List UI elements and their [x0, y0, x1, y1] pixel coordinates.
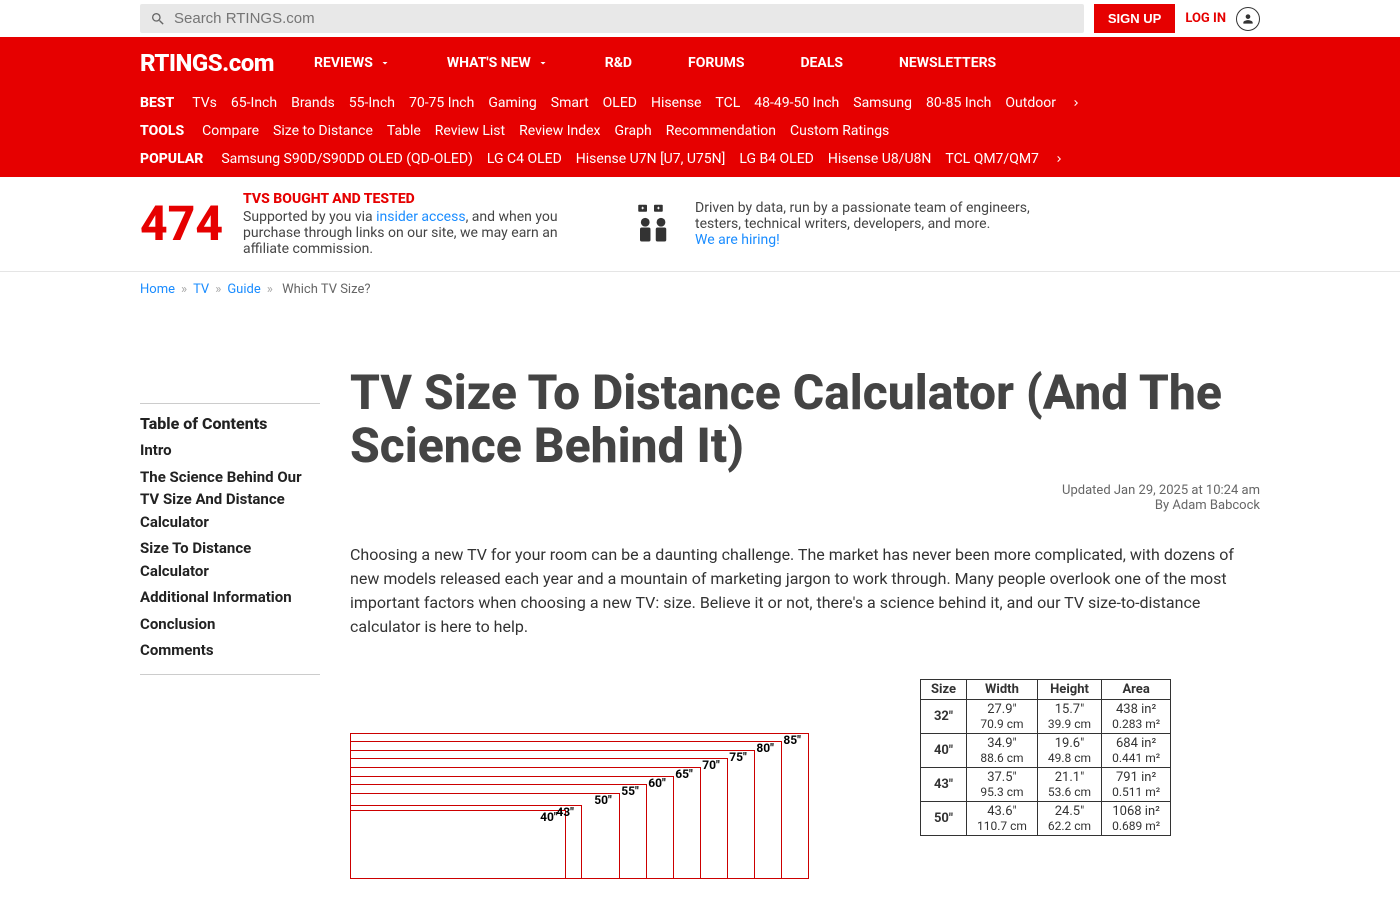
- table-row: 32"27.9"70.9 cm15.7"39.9 cm438 in²0.283 …: [921, 699, 1171, 733]
- support-text-pre: Supported by you via: [243, 209, 376, 225]
- svg-text:✦: ✦: [656, 206, 660, 212]
- best-link[interactable]: Outdoor: [1005, 95, 1056, 111]
- nav-deals[interactable]: DEALS: [800, 55, 843, 71]
- search-input[interactable]: [174, 10, 1074, 27]
- best-link[interactable]: TVs: [192, 95, 217, 111]
- best-link[interactable]: 70-75 Inch: [409, 95, 474, 111]
- table-row: 40"34.9"88.6 cm19.6"49.8 cm684 in²0.441 …: [921, 733, 1171, 767]
- team-text: Driven by data, run by a passionate team…: [695, 200, 1035, 232]
- popular-link[interactable]: Hisense U8/U8N: [828, 151, 932, 167]
- insider-access-link[interactable]: insider access: [376, 209, 465, 225]
- nav-forums[interactable]: FORUMS: [688, 55, 744, 71]
- size-rect: [350, 733, 809, 879]
- best-link[interactable]: 48-49-50 Inch: [754, 95, 839, 111]
- table-header: Area: [1102, 679, 1171, 699]
- tools-link[interactable]: Size to Distance: [273, 123, 373, 139]
- tools-link[interactable]: Recommendation: [666, 123, 776, 139]
- best-label: BEST: [140, 95, 174, 111]
- best-link[interactable]: TCL: [715, 95, 740, 111]
- table-header: Width: [966, 679, 1037, 699]
- toc-item[interactable]: Additional Information: [140, 584, 320, 611]
- popular-link[interactable]: LG B4 OLED: [739, 151, 813, 167]
- popular-label: POPULAR: [140, 151, 203, 167]
- best-link[interactable]: 55-Inch: [349, 95, 395, 111]
- tools-link[interactable]: Graph: [615, 123, 652, 139]
- nav-reviews[interactable]: REVIEWS: [314, 55, 391, 71]
- size-rect-label: 85": [783, 733, 801, 747]
- login-link[interactable]: LOG IN: [1185, 11, 1226, 26]
- updated-date: Updated Jan 29, 2025 at 10:24 am: [350, 483, 1260, 498]
- avatar-icon[interactable]: [1236, 7, 1260, 31]
- popular-link[interactable]: TCL QM7/QM7: [945, 151, 1039, 167]
- people-icon: ✦ ✦: [633, 203, 675, 245]
- breadcrumb-link[interactable]: Home: [140, 282, 175, 297]
- popular-link[interactable]: LG C4 OLED: [487, 151, 562, 167]
- hiring-link[interactable]: We are hiring!: [695, 232, 780, 248]
- tools-link[interactable]: Review List: [435, 123, 505, 139]
- best-link[interactable]: Smart: [551, 95, 589, 111]
- tools-link[interactable]: Review Index: [519, 123, 600, 139]
- intro-paragraph: Choosing a new TV for your room can be a…: [350, 543, 1260, 639]
- breadcrumb-link[interactable]: TV: [193, 282, 209, 297]
- tv-count: 474: [140, 200, 223, 248]
- toc-item[interactable]: The Science Behind Our TV Size And Dista…: [140, 464, 320, 536]
- toc-item[interactable]: Intro: [140, 437, 320, 464]
- table-header: Size: [921, 679, 967, 699]
- chevron-down-icon: [537, 57, 549, 69]
- page-title: TV Size To Distance Calculator (And The …: [350, 367, 1260, 473]
- chevron-right-icon[interactable]: [1070, 97, 1082, 109]
- logo[interactable]: RTINGS.com: [140, 49, 274, 77]
- svg-text:✦: ✦: [640, 206, 644, 212]
- table-row: 50"43.6"110.7 cm24.5"62.2 cm1068 in²0.68…: [921, 801, 1171, 835]
- toc-item[interactable]: Size To Distance Calculator: [140, 535, 320, 584]
- byline: By Adam Babcock: [350, 498, 1260, 513]
- tools-link[interactable]: Custom Ratings: [790, 123, 889, 139]
- best-link[interactable]: Samsung: [853, 95, 912, 111]
- toc-item[interactable]: Conclusion: [140, 611, 320, 638]
- table-row: 43"37.5"95.3 cm21.1"53.6 cm791 in²0.511 …: [921, 767, 1171, 801]
- best-link[interactable]: 80-85 Inch: [926, 95, 991, 111]
- breadcrumb-current: Which TV Size?: [282, 282, 370, 297]
- nav-r-d[interactable]: R&D: [605, 55, 632, 71]
- search-bar[interactable]: [140, 4, 1084, 33]
- tools-link[interactable]: Table: [387, 123, 421, 139]
- tv-size-diagram: 40"43"50"55"60"65"70"75"80"85": [350, 679, 890, 879]
- breadcrumb: Home»TV»Guide» Which TV Size?: [130, 272, 1270, 307]
- breadcrumb-link[interactable]: Guide: [227, 282, 260, 297]
- tools-label: TOOLS: [140, 123, 184, 139]
- popular-link[interactable]: Hisense U7N [U7, U75N]: [576, 151, 726, 167]
- best-link[interactable]: 65-Inch: [231, 95, 277, 111]
- best-link[interactable]: Brands: [291, 95, 335, 111]
- nav-what-s-new[interactable]: WHAT'S NEW: [447, 55, 549, 71]
- search-icon: [150, 11, 166, 27]
- chevron-down-icon: [379, 57, 391, 69]
- best-link[interactable]: OLED: [603, 95, 637, 111]
- nav-newsletters[interactable]: NEWSLETTERS: [899, 55, 996, 71]
- size-table: SizeWidthHeightArea 32"27.9"70.9 cm15.7"…: [920, 679, 1171, 836]
- table-header: Height: [1037, 679, 1101, 699]
- popular-link[interactable]: Samsung S90D/S90DD OLED (QD-OLED): [221, 151, 473, 167]
- best-link[interactable]: Hisense: [651, 95, 701, 111]
- tools-link[interactable]: Compare: [202, 123, 259, 139]
- toc-title: Table of Contents: [140, 414, 320, 433]
- infostrip-headline: TVS BOUGHT AND TESTED: [243, 191, 583, 207]
- signup-button[interactable]: SIGN UP: [1094, 4, 1175, 33]
- best-link[interactable]: Gaming: [488, 95, 536, 111]
- toc-item[interactable]: Comments: [140, 637, 320, 664]
- chevron-right-icon[interactable]: [1053, 153, 1065, 165]
